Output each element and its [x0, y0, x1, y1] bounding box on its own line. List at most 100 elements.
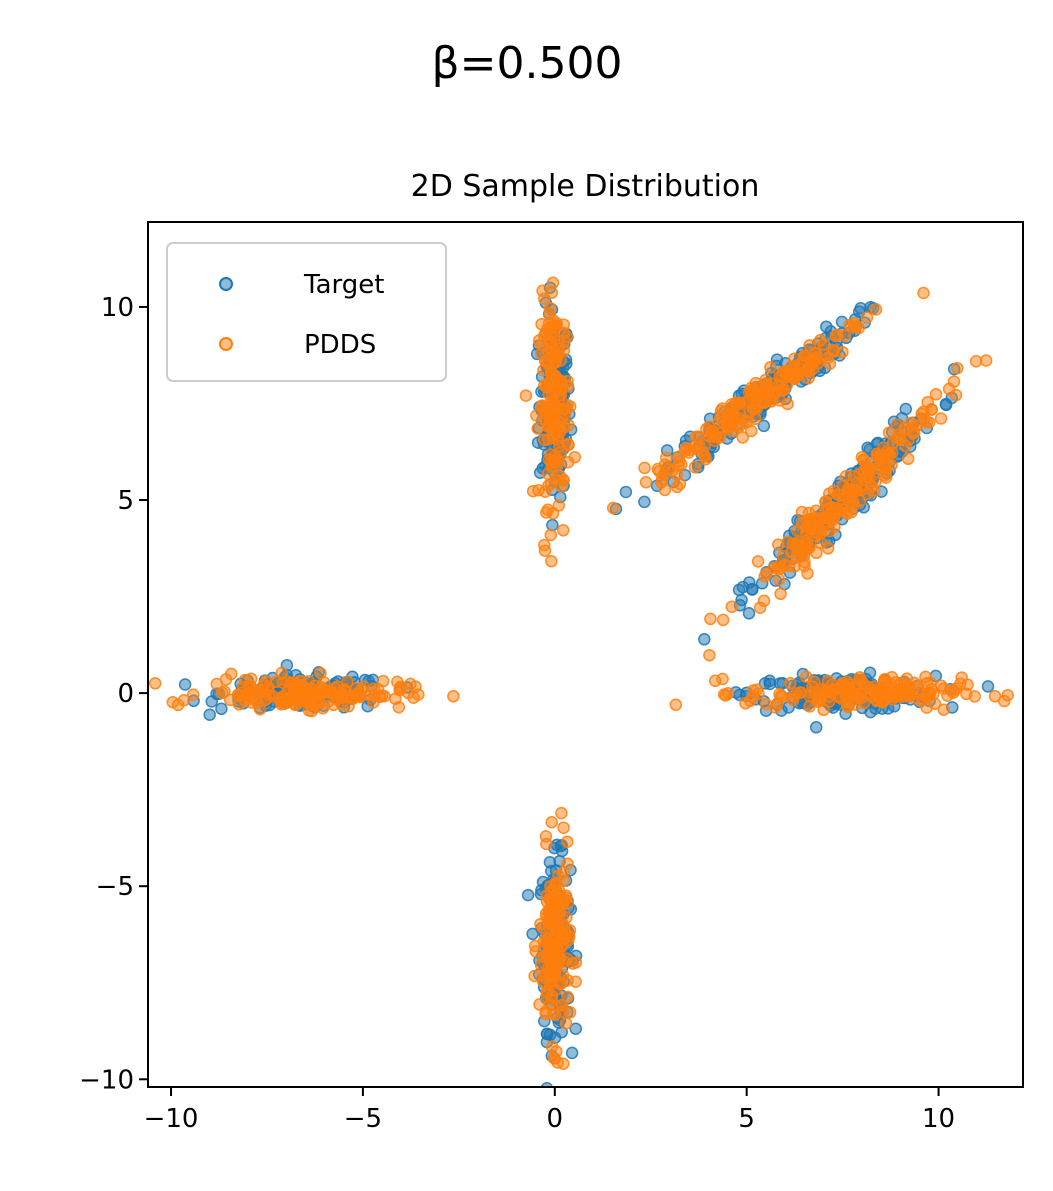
scatter-point: [638, 495, 651, 509]
scatter-point: [784, 677, 797, 690]
scatter-point: [951, 361, 964, 375]
scatter-point: [923, 687, 937, 700]
scatter-point: [742, 607, 756, 620]
scatter-point: [806, 362, 819, 376]
scatter-point: [797, 349, 811, 363]
scatter-point: [749, 376, 763, 390]
scatter-point: [555, 480, 568, 493]
scatter-point: [937, 703, 951, 716]
scatter-point: [809, 721, 823, 734]
scatter-point: [753, 601, 767, 614]
legend-frame: [166, 242, 447, 382]
scatter-point: [904, 689, 917, 703]
scatter-point: [536, 921, 550, 935]
y-tick-label: −10: [79, 1065, 134, 1095]
axes-frame: [147, 221, 1024, 1088]
scatter-point: [535, 338, 548, 352]
scatter-point: [552, 869, 565, 882]
scatter-point: [555, 999, 569, 1012]
scatter-point: [543, 975, 557, 989]
scatter-point: [540, 1081, 554, 1087]
scatter-point: [820, 320, 833, 333]
scatter-point: [171, 698, 185, 712]
scatter-point: [235, 686, 249, 699]
scatter-point: [716, 613, 730, 627]
scatter-point: [716, 402, 729, 415]
scatter-point: [546, 424, 559, 437]
scatter-point: [808, 675, 821, 688]
scatter-point: [232, 698, 246, 711]
scatter-point: [544, 528, 558, 542]
scatter-point: [528, 969, 541, 983]
scatter-point: [712, 415, 725, 429]
scatter-point: [789, 538, 802, 551]
scatter-point: [544, 957, 558, 971]
scatter-point: [867, 484, 881, 497]
scatter-point: [872, 690, 885, 703]
scatter-point: [521, 888, 535, 902]
scatter-point: [808, 511, 822, 525]
scatter-point: [732, 583, 746, 597]
scatter-point: [855, 451, 869, 464]
scatter-point: [561, 857, 574, 870]
scatter-point: [821, 674, 835, 688]
scatter-point: [757, 419, 771, 433]
scatter-point: [739, 697, 752, 710]
y-axis: −10 −5 0 5 10: [79, 293, 148, 1095]
scatter-point: [925, 403, 938, 416]
scatter-point: [547, 907, 561, 921]
scatter-point: [537, 935, 551, 948]
scatter-point: [256, 685, 270, 698]
scatter-point: [763, 677, 777, 691]
scatter-point: [392, 700, 406, 714]
scatter-point: [901, 452, 915, 466]
scatter-point: [561, 835, 574, 848]
scatter-point: [539, 830, 553, 843]
scatter-point: [407, 691, 420, 704]
scatter-point: [543, 301, 557, 315]
scatter-point: [545, 815, 558, 829]
scatter-point: [801, 567, 814, 580]
scatter-point: [568, 450, 582, 464]
scatter-point: [772, 573, 786, 586]
scatter-point: [555, 806, 568, 820]
scatter-point: [566, 957, 580, 970]
scatter-point: [968, 690, 981, 703]
scatter-point: [733, 397, 746, 410]
scatter-point: [683, 443, 696, 457]
x-tick-label: 0: [547, 1104, 564, 1134]
scatter-point: [210, 677, 223, 691]
scatter-point: [148, 677, 162, 690]
scatter-point: [841, 507, 854, 520]
scatter-point: [749, 388, 763, 401]
scatter-point: [530, 409, 543, 422]
scatter-point: [553, 378, 566, 392]
scatter-point: [899, 439, 912, 453]
legend-marker-pdds: [219, 337, 233, 351]
scatter-point: [880, 456, 894, 470]
scatter-point: [698, 633, 711, 646]
scatter-point: [673, 477, 687, 491]
scatter-point: [549, 354, 562, 368]
x-axis: −10 −5 0 5 10: [144, 1087, 955, 1134]
scatter-point: [561, 896, 574, 910]
y-tick-label: −5: [96, 872, 134, 902]
scatter-point: [759, 697, 773, 711]
scatter-point: [819, 495, 833, 508]
series-pdds: [148, 276, 1014, 1070]
scatter-point: [550, 838, 564, 852]
scatter-point: [373, 690, 387, 704]
scatter-point: [559, 1017, 573, 1030]
scatter-point: [774, 689, 788, 702]
scatter-point: [569, 1022, 582, 1035]
scatter-point: [669, 698, 683, 711]
scatter-point: [538, 355, 552, 368]
scatter-point: [841, 700, 854, 714]
scatter-point: [808, 685, 821, 699]
scatter-point: [689, 430, 703, 443]
scatter-point: [297, 685, 310, 698]
scatter-point: [725, 600, 739, 613]
scatter-point: [541, 1027, 554, 1041]
scatter-point: [542, 479, 555, 492]
